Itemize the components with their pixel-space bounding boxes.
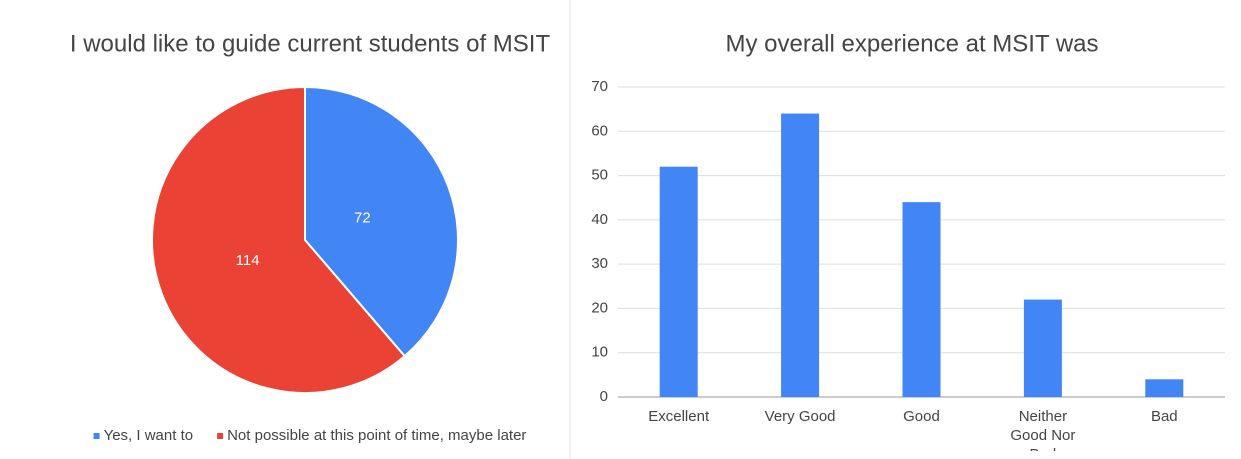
pie-title: I would like to guide current students o…	[70, 30, 551, 57]
pie-slice	[304, 85, 459, 358]
pie-slice	[151, 85, 407, 394]
bar	[659, 166, 698, 397]
y-tick-label: 0	[600, 388, 608, 405]
x-tick-label-box: Good	[903, 408, 940, 425]
x-tick-label-box: Neither Good Nor Bad	[1010, 408, 1076, 451]
x-tick-label: Neither Good Nor Bad	[1010, 408, 1076, 451]
x-tick-label-box: Bad	[1150, 408, 1178, 425]
bar	[1023, 299, 1062, 397]
y-tick-label: 40	[591, 211, 608, 228]
legend-label: Not possible at this point of time, mayb…	[227, 427, 526, 444]
x-tick-label: Good	[903, 408, 940, 425]
bar	[781, 113, 820, 398]
bar	[1145, 379, 1184, 397]
x-tick-label: Excellent	[648, 408, 710, 425]
legend-marker	[93, 433, 100, 439]
bar	[902, 202, 941, 397]
x-tick-label: Bad	[1150, 408, 1178, 425]
y-tick-label: 50	[591, 167, 608, 184]
y-tick-label: 70	[591, 78, 608, 95]
slice-label: 72	[354, 210, 371, 227]
x-tick-label-box: Excellent	[648, 408, 710, 425]
legend-label: Yes, I want to	[104, 427, 194, 444]
bar-title: My overall experience at MSIT was	[725, 30, 1098, 57]
legend: Yes, I want to Not possible at this point…	[93, 427, 526, 444]
y-tick-label: 30	[591, 255, 608, 272]
y-tick-label: 20	[591, 299, 608, 316]
slice-label: 114	[236, 252, 260, 269]
x-tick-label: Very Good	[764, 408, 836, 425]
y-tick-label: 10	[591, 344, 608, 361]
x-tick-label-box: Very Good	[764, 408, 836, 425]
legend-marker	[217, 433, 224, 439]
y-tick-label: 60	[591, 122, 608, 139]
